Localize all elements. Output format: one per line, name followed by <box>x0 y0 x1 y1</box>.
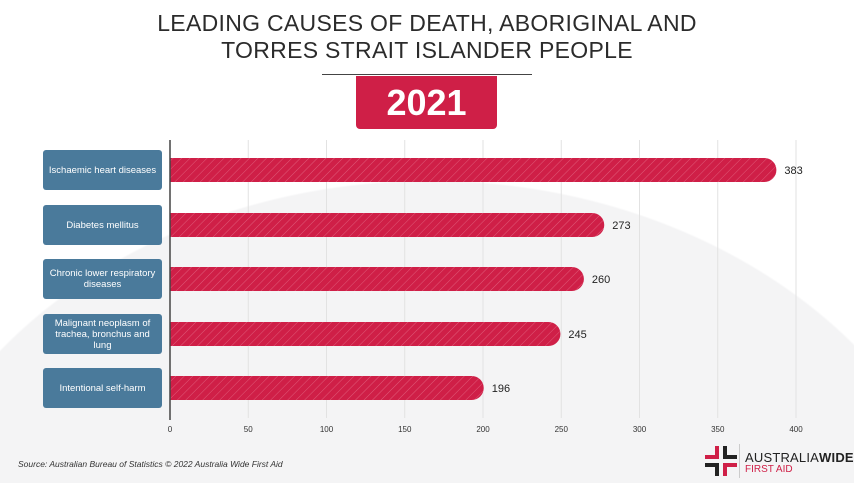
bar <box>170 267 584 291</box>
source-note: Source: Australian Bureau of Statistics … <box>18 459 283 469</box>
category-label: Diabetes mellitus <box>43 205 162 245</box>
first-aid-cross-icon <box>705 446 737 476</box>
category-label: Ischaemic heart diseases <box>43 150 162 190</box>
x-tick-label: 250 <box>555 425 569 434</box>
category-label: Chronic lower respiratory diseases <box>43 259 162 299</box>
logo-wordmark: AUSTRALIAWIDE <box>745 450 854 465</box>
x-tick-label: 300 <box>633 425 647 434</box>
bar-value-label: 260 <box>592 274 610 286</box>
bar-value-label: 383 <box>784 165 802 177</box>
bar-value-label: 273 <box>612 220 630 232</box>
year-badge: 2021 <box>356 76 497 129</box>
logo-divider <box>739 444 740 478</box>
x-tick-label: 0 <box>168 425 173 434</box>
bar-value-label: 196 <box>492 383 510 395</box>
x-tick-label: 100 <box>320 425 334 434</box>
bar-value-label: 245 <box>568 329 586 341</box>
title-line-1: LEADING CAUSES OF DEATH, ABORIGINAL AND <box>157 10 697 36</box>
x-tick-label: 200 <box>476 425 490 434</box>
bar <box>170 322 561 346</box>
category-label: Intentional self-harm <box>43 368 162 408</box>
bar <box>170 376 484 400</box>
x-tick-label: 50 <box>244 425 253 434</box>
category-label: Malignant neoplasm of trachea, bronchus … <box>43 314 162 354</box>
bar <box>170 213 605 237</box>
title-divider <box>322 74 532 75</box>
x-tick-label: 400 <box>789 425 803 434</box>
bar <box>170 158 777 182</box>
chart-title: LEADING CAUSES OF DEATH, ABORIGINAL AND … <box>0 10 854 64</box>
title-line-2: TORRES STRAIT ISLANDER PEOPLE <box>221 37 633 63</box>
australia-wide-first-aid-logo: AUSTRALIAWIDE FIRST AID <box>705 442 854 478</box>
logo-subtitle: FIRST AID <box>745 464 793 475</box>
x-tick-label: 350 <box>711 425 725 434</box>
x-tick-label: 150 <box>398 425 412 434</box>
